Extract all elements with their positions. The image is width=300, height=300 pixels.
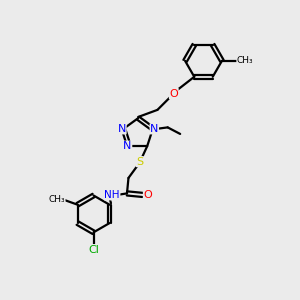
Text: CH₃: CH₃ bbox=[49, 195, 65, 204]
Text: CH₃: CH₃ bbox=[237, 56, 254, 65]
Text: Cl: Cl bbox=[88, 244, 99, 255]
Text: O: O bbox=[169, 88, 178, 98]
Text: S: S bbox=[136, 157, 143, 166]
Text: N: N bbox=[118, 124, 126, 134]
Text: N: N bbox=[123, 141, 132, 151]
Text: N: N bbox=[150, 124, 158, 134]
Text: NH: NH bbox=[104, 190, 120, 200]
Text: O: O bbox=[143, 190, 152, 200]
